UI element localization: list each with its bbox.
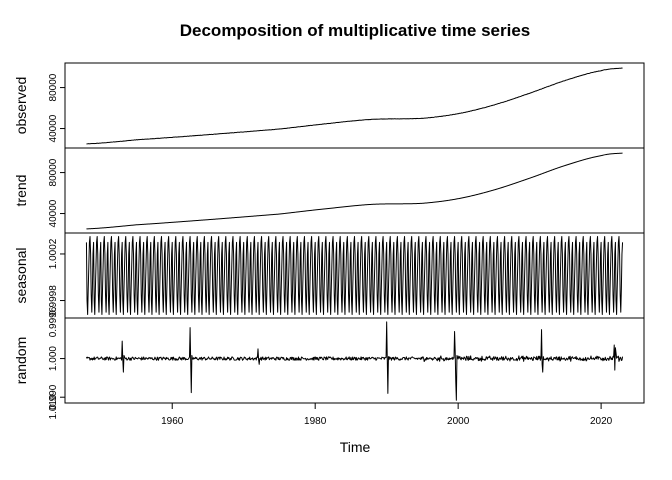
seasonal-y-tick-label: 0.9998 <box>48 285 59 316</box>
x-axis-label: Time <box>340 439 371 455</box>
seasonal-y-tick-label: 1.0002 <box>48 238 59 269</box>
x-tick-label: 1980 <box>304 416 327 427</box>
random-y-tick-label-edge: 1.010 <box>48 394 59 419</box>
panel-trend: trend 40000 80000 <box>13 147 645 234</box>
observed-y-ticks: 40000 80000 <box>48 73 65 142</box>
panel-seasonal: seasonal 0.9998 1.0002 0.9996 <box>13 232 645 337</box>
chart-title: Decomposition of multiplicative time ser… <box>180 21 530 40</box>
random-series-line <box>85 321 624 401</box>
seasonal-series-line <box>85 235 624 316</box>
seasonal-y-label: seasonal <box>13 247 29 303</box>
random-y-tick-label: 0.990 <box>48 384 59 409</box>
random-y-tick-label: 1.000 <box>48 346 59 371</box>
seasonal-y-tick-label-edge: 0.9996 <box>48 306 59 337</box>
trend-y-ticks: 40000 80000 <box>48 158 65 227</box>
observed-y-tick-label: 80000 <box>48 73 59 101</box>
x-tick-label: 1960 <box>161 416 184 427</box>
trend-series-line <box>86 152 623 230</box>
seasonal-y-ticks: 0.9998 1.0002 0.9996 <box>48 238 65 337</box>
trend-y-label: trend <box>13 175 29 207</box>
observed-y-label: observed <box>13 77 29 135</box>
observed-y-tick-label: 40000 <box>48 114 59 142</box>
random-y-label: random <box>13 337 29 384</box>
trend-panel-frame <box>64 147 645 234</box>
random-panel-frame <box>64 317 645 404</box>
panel-observed: observed 40000 80000 <box>13 62 645 149</box>
trend-y-tick-label: 40000 <box>48 199 59 227</box>
random-y-ticks: 0.990 1.000 1.010 <box>48 346 65 420</box>
x-tick-label: 2020 <box>590 416 613 427</box>
panel-random: random 0.990 1.000 1.010 <box>13 317 645 420</box>
observed-panel-frame <box>64 62 645 149</box>
observed-series-line <box>86 67 623 145</box>
trend-y-tick-label: 80000 <box>48 158 59 186</box>
x-tick-label: 2000 <box>447 416 470 427</box>
